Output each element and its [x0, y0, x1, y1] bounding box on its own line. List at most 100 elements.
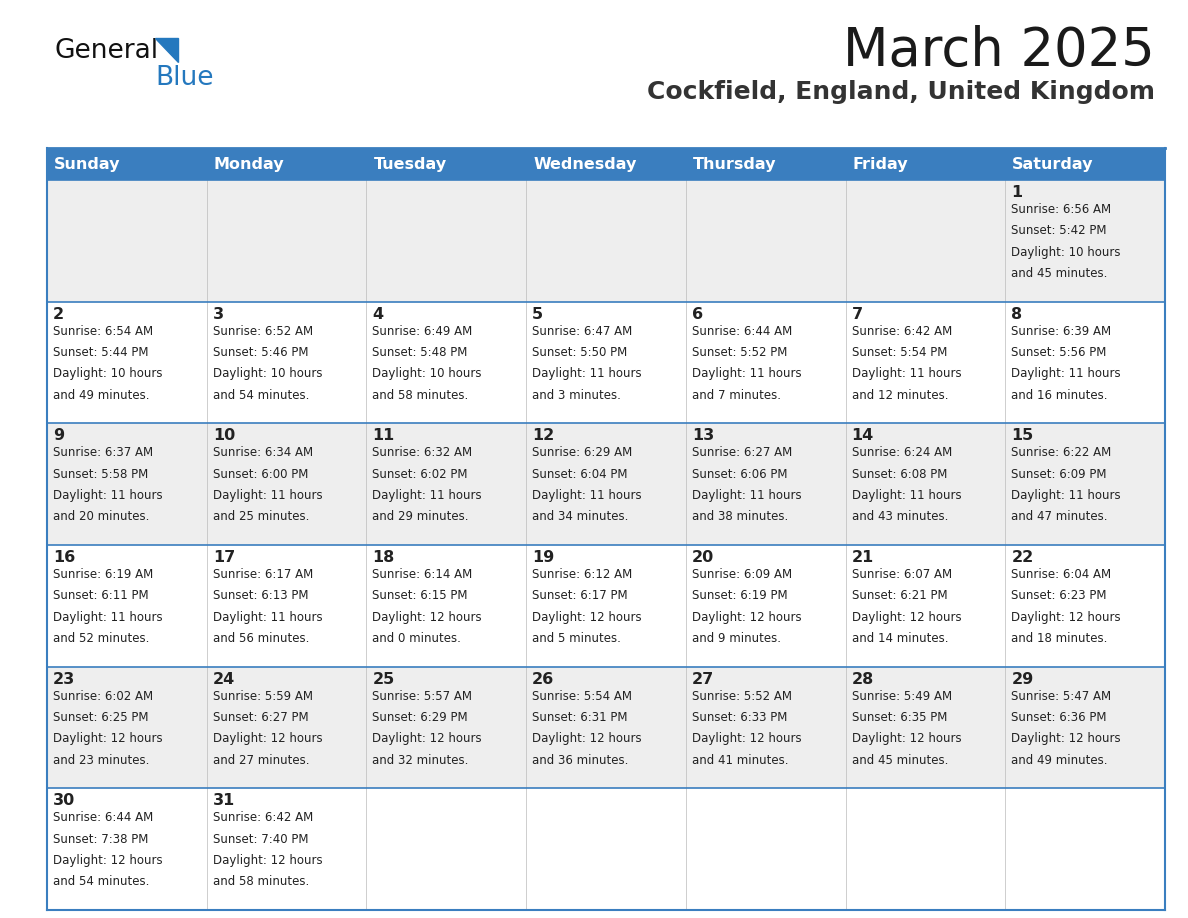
- Text: Sunrise: 5:49 AM: Sunrise: 5:49 AM: [852, 689, 952, 702]
- Text: and 58 minutes.: and 58 minutes.: [213, 875, 309, 889]
- Text: Sunrise: 6:02 AM: Sunrise: 6:02 AM: [53, 689, 153, 702]
- Text: 24: 24: [213, 672, 235, 687]
- Text: and 58 minutes.: and 58 minutes.: [372, 388, 469, 401]
- Text: and 34 minutes.: and 34 minutes.: [532, 510, 628, 523]
- Text: Sunrise: 6:52 AM: Sunrise: 6:52 AM: [213, 325, 312, 338]
- Text: and 45 minutes.: and 45 minutes.: [852, 754, 948, 767]
- Text: Sunset: 5:44 PM: Sunset: 5:44 PM: [53, 346, 148, 359]
- Text: Sunset: 6:09 PM: Sunset: 6:09 PM: [1011, 467, 1107, 481]
- Text: Sunset: 5:48 PM: Sunset: 5:48 PM: [372, 346, 468, 359]
- Bar: [685, 148, 846, 180]
- Text: 15: 15: [1011, 429, 1034, 443]
- Text: Sunset: 5:50 PM: Sunset: 5:50 PM: [532, 346, 627, 359]
- Text: Daylight: 12 hours: Daylight: 12 hours: [532, 610, 642, 623]
- Text: 17: 17: [213, 550, 235, 565]
- Polygon shape: [154, 38, 178, 62]
- Text: Sunrise: 6:29 AM: Sunrise: 6:29 AM: [532, 446, 632, 459]
- Text: Daylight: 11 hours: Daylight: 11 hours: [852, 489, 961, 502]
- Text: 1: 1: [1011, 185, 1023, 200]
- Text: 27: 27: [691, 672, 714, 687]
- Text: Sunset: 5:58 PM: Sunset: 5:58 PM: [53, 467, 148, 481]
- Text: and 12 minutes.: and 12 minutes.: [852, 388, 948, 401]
- Text: 30: 30: [53, 793, 75, 809]
- Text: Daylight: 11 hours: Daylight: 11 hours: [372, 489, 482, 502]
- Text: Sunrise: 5:54 AM: Sunrise: 5:54 AM: [532, 689, 632, 702]
- Text: Sunrise: 6:12 AM: Sunrise: 6:12 AM: [532, 568, 632, 581]
- Text: Daylight: 10 hours: Daylight: 10 hours: [1011, 246, 1120, 259]
- Text: Sunrise: 6:56 AM: Sunrise: 6:56 AM: [1011, 203, 1112, 216]
- Text: Sunset: 6:04 PM: Sunset: 6:04 PM: [532, 467, 627, 481]
- Text: Daylight: 10 hours: Daylight: 10 hours: [213, 367, 322, 380]
- Text: Daylight: 11 hours: Daylight: 11 hours: [691, 489, 802, 502]
- Text: 28: 28: [852, 672, 874, 687]
- Text: Daylight: 12 hours: Daylight: 12 hours: [532, 733, 642, 745]
- Bar: [526, 148, 685, 180]
- Text: Sunrise: 6:04 AM: Sunrise: 6:04 AM: [1011, 568, 1112, 581]
- Text: Sunset: 5:46 PM: Sunset: 5:46 PM: [213, 346, 308, 359]
- Text: Sunrise: 6:14 AM: Sunrise: 6:14 AM: [372, 568, 473, 581]
- Text: Sunset: 6:17 PM: Sunset: 6:17 PM: [532, 589, 627, 602]
- Text: Sunset: 6:35 PM: Sunset: 6:35 PM: [852, 711, 947, 724]
- Bar: [48, 545, 1165, 666]
- Text: General: General: [55, 38, 159, 64]
- Text: Sunrise: 6:27 AM: Sunrise: 6:27 AM: [691, 446, 792, 459]
- Text: Sunset: 6:31 PM: Sunset: 6:31 PM: [532, 711, 627, 724]
- Text: and 5 minutes.: and 5 minutes.: [532, 632, 621, 644]
- Text: Tuesday: Tuesday: [373, 156, 447, 172]
- Text: Daylight: 11 hours: Daylight: 11 hours: [532, 489, 642, 502]
- Text: Sunrise: 5:59 AM: Sunrise: 5:59 AM: [213, 689, 312, 702]
- Text: Daylight: 11 hours: Daylight: 11 hours: [213, 610, 322, 623]
- Text: Sunrise: 6:09 AM: Sunrise: 6:09 AM: [691, 568, 792, 581]
- Text: 23: 23: [53, 672, 75, 687]
- Text: and 29 minutes.: and 29 minutes.: [372, 510, 469, 523]
- Text: and 43 minutes.: and 43 minutes.: [852, 510, 948, 523]
- Text: Wednesday: Wednesday: [533, 156, 637, 172]
- Text: Sunrise: 6:39 AM: Sunrise: 6:39 AM: [1011, 325, 1112, 338]
- Text: 31: 31: [213, 793, 235, 809]
- Text: 26: 26: [532, 672, 555, 687]
- Text: 14: 14: [852, 429, 874, 443]
- Text: 13: 13: [691, 429, 714, 443]
- Text: Daylight: 12 hours: Daylight: 12 hours: [852, 733, 961, 745]
- Text: Sunday: Sunday: [53, 156, 120, 172]
- Bar: [48, 180, 1165, 302]
- Text: and 54 minutes.: and 54 minutes.: [53, 875, 150, 889]
- Text: Daylight: 12 hours: Daylight: 12 hours: [53, 854, 163, 867]
- Text: and 27 minutes.: and 27 minutes.: [213, 754, 309, 767]
- Text: Sunset: 6:00 PM: Sunset: 6:00 PM: [213, 467, 308, 481]
- Text: Sunrise: 6:54 AM: Sunrise: 6:54 AM: [53, 325, 153, 338]
- Text: Daylight: 10 hours: Daylight: 10 hours: [53, 367, 163, 380]
- Text: and 14 minutes.: and 14 minutes.: [852, 632, 948, 644]
- Text: Sunrise: 5:57 AM: Sunrise: 5:57 AM: [372, 689, 473, 702]
- Text: and 7 minutes.: and 7 minutes.: [691, 388, 781, 401]
- Text: Sunset: 6:29 PM: Sunset: 6:29 PM: [372, 711, 468, 724]
- Text: Daylight: 12 hours: Daylight: 12 hours: [1011, 733, 1121, 745]
- Text: Sunrise: 6:47 AM: Sunrise: 6:47 AM: [532, 325, 632, 338]
- Text: Sunset: 6:11 PM: Sunset: 6:11 PM: [53, 589, 148, 602]
- Text: and 52 minutes.: and 52 minutes.: [53, 632, 150, 644]
- Text: Sunrise: 6:42 AM: Sunrise: 6:42 AM: [213, 812, 312, 824]
- Text: Sunset: 5:52 PM: Sunset: 5:52 PM: [691, 346, 788, 359]
- Text: 7: 7: [852, 307, 862, 321]
- Text: Sunrise: 5:52 AM: Sunrise: 5:52 AM: [691, 689, 792, 702]
- Text: Thursday: Thursday: [693, 156, 776, 172]
- Text: Sunset: 5:54 PM: Sunset: 5:54 PM: [852, 346, 947, 359]
- Text: Daylight: 11 hours: Daylight: 11 hours: [852, 367, 961, 380]
- Text: and 38 minutes.: and 38 minutes.: [691, 510, 788, 523]
- Text: 10: 10: [213, 429, 235, 443]
- Text: Sunset: 6:33 PM: Sunset: 6:33 PM: [691, 711, 788, 724]
- Text: Daylight: 11 hours: Daylight: 11 hours: [532, 367, 642, 380]
- Text: Daylight: 12 hours: Daylight: 12 hours: [691, 733, 802, 745]
- Bar: [48, 302, 1165, 423]
- Bar: [48, 789, 1165, 910]
- Text: and 54 minutes.: and 54 minutes.: [213, 388, 309, 401]
- Text: and 36 minutes.: and 36 minutes.: [532, 754, 628, 767]
- Text: Daylight: 11 hours: Daylight: 11 hours: [53, 489, 163, 502]
- Bar: [366, 148, 526, 180]
- Text: and 47 minutes.: and 47 minutes.: [1011, 510, 1107, 523]
- Text: 18: 18: [372, 550, 394, 565]
- Text: and 41 minutes.: and 41 minutes.: [691, 754, 789, 767]
- Text: 8: 8: [1011, 307, 1023, 321]
- Text: March 2025: March 2025: [843, 25, 1155, 77]
- Text: Daylight: 11 hours: Daylight: 11 hours: [1011, 489, 1121, 502]
